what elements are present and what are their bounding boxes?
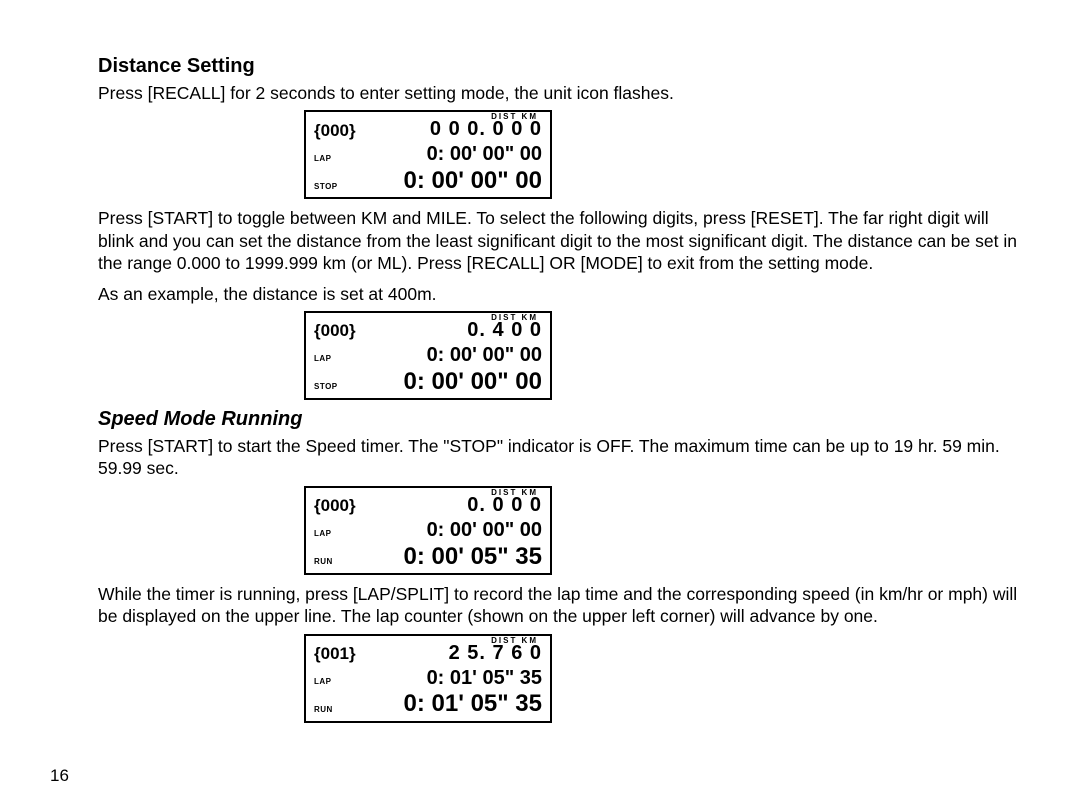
lcd-display-2-wrap: DIST KM {000} 0. 4 0 0 LAP 0: 00' 00" 00… bbox=[98, 311, 1018, 400]
speed-mode-para1: Press [START] to start the Speed timer. … bbox=[98, 435, 1018, 480]
lap-time-readout: 0: 00' 00" 00 bbox=[369, 345, 542, 366]
speed-mode-para2: While the timer is running, press [LAP/S… bbox=[98, 583, 1018, 628]
manual-page-content: Distance Setting Press [RECALL] for 2 se… bbox=[98, 55, 1018, 723]
lcd-display-3: DIST KM {000} 0. 0 0 0 LAP 0: 00' 00" 00… bbox=[304, 486, 552, 575]
lcd-display-1-wrap: DIST KM {000} 0 0 0. 0 0 0 LAP 0: 00' 00… bbox=[98, 110, 1018, 199]
distance-setting-heading: Distance Setting bbox=[98, 55, 1018, 78]
distance-readout: 0 0 0. 0 0 0 bbox=[369, 119, 542, 140]
speed-mode-heading: Speed Mode Running bbox=[98, 408, 1018, 431]
dist-km-indicator: DIST KM bbox=[491, 112, 538, 121]
stop-label: STOP bbox=[314, 382, 338, 391]
distance-readout: 0. 4 0 0 bbox=[369, 320, 542, 341]
lap-time-readout: 0: 00' 00" 00 bbox=[369, 144, 542, 165]
distance-readout: 0. 0 0 0 bbox=[369, 495, 542, 516]
main-time-readout: 0: 00' 00" 00 bbox=[369, 369, 542, 394]
speed-readout: 2 5. 7 6 0 bbox=[369, 643, 542, 664]
lcd-display-4: DIST KM {001} 2 5. 7 6 0 LAP 0: 01' 05" … bbox=[304, 634, 552, 723]
dist-km-indicator: DIST KM bbox=[491, 636, 538, 645]
page-number: 16 bbox=[50, 766, 69, 786]
stop-label: STOP bbox=[314, 182, 338, 191]
lap-time-readout: 0: 01' 05" 35 bbox=[369, 668, 542, 689]
distance-setting-para2: Press [START] to toggle between KM and M… bbox=[98, 207, 1018, 274]
run-label: RUN bbox=[314, 705, 333, 714]
lap-counter: {000} bbox=[314, 121, 356, 140]
run-label: RUN bbox=[314, 557, 333, 566]
lcd-display-4-wrap: DIST KM {001} 2 5. 7 6 0 LAP 0: 01' 05" … bbox=[98, 634, 1018, 723]
distance-setting-para3: As an example, the distance is set at 40… bbox=[98, 283, 1018, 305]
lcd-display-3-wrap: DIST KM {000} 0. 0 0 0 LAP 0: 00' 00" 00… bbox=[98, 486, 1018, 575]
lap-label: LAP bbox=[314, 529, 332, 538]
main-time-readout: 0: 01' 05" 35 bbox=[369, 691, 542, 716]
lap-label: LAP bbox=[314, 677, 332, 686]
lap-counter: {000} bbox=[314, 321, 356, 340]
lap-time-readout: 0: 00' 00" 00 bbox=[369, 520, 542, 541]
dist-km-indicator: DIST KM bbox=[491, 488, 538, 497]
lap-counter: {001} bbox=[314, 644, 356, 663]
main-time-readout: 0: 00' 05" 35 bbox=[369, 544, 542, 569]
distance-setting-para1: Press [RECALL] for 2 seconds to enter se… bbox=[98, 82, 1018, 104]
lap-label: LAP bbox=[314, 354, 332, 363]
lcd-display-2: DIST KM {000} 0. 4 0 0 LAP 0: 00' 00" 00… bbox=[304, 311, 552, 400]
main-time-readout: 0: 00' 00" 00 bbox=[369, 168, 542, 193]
dist-km-indicator: DIST KM bbox=[491, 313, 538, 322]
lcd-display-1: DIST KM {000} 0 0 0. 0 0 0 LAP 0: 00' 00… bbox=[304, 110, 552, 199]
lap-label: LAP bbox=[314, 154, 332, 163]
lap-counter: {000} bbox=[314, 496, 356, 515]
